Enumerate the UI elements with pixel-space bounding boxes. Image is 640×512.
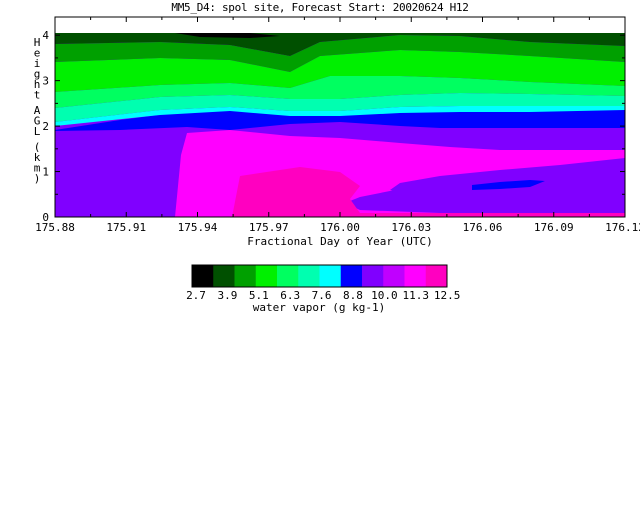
colorbar: 2.7 3.9 5.1 6.3 7.6 8.8 10.0 11.3 12.5 [186,264,461,302]
contour-band-green [55,50,625,92]
x-tick-label: 175.94 [178,221,218,234]
y-label-char: g [34,68,41,81]
y-label-char: m [34,162,41,175]
x-axis: 175.88 175.91 175.94 175.97 176.00 176.03 176.… [35,17,640,234]
x-tick-label: 175.97 [249,221,289,234]
y-tick-label: 1 [42,166,49,179]
y-label-char: h [34,78,41,91]
x-tick-label: 176.00 [320,221,360,234]
y-axis: 0 1 2 3 4 [42,29,625,224]
x-axis-label: Fractional Day of Year (UTC) [247,235,432,248]
x-tick-label: 176.09 [534,221,574,234]
contour-band-blue [55,108,625,131]
colorbar-swatch [213,265,235,287]
colorbar-swatch [277,265,299,287]
colorbar-swatch [404,265,427,287]
y-label-char: ) [34,172,41,185]
y-tick-label: 3 [42,75,49,88]
y-label-char: t [34,89,41,102]
colorbar-swatch [192,265,214,287]
x-tick-label: 176.03 [391,221,431,234]
y-label-char: A [34,104,41,117]
x-tick-label: 176.06 [463,221,503,234]
contour-band-lightgreen [55,76,625,108]
contour-band-blue-pocket [472,180,545,190]
y-label-char: ( [34,141,41,154]
colorbar-swatch [298,265,320,287]
contour-band-aqua [55,93,625,122]
chart-title: MM5_D4: spol site, Forecast Start: 20020… [171,1,469,14]
colorbar-tick-label: 5.1 [249,289,269,302]
y-tick-label: 2 [42,120,49,133]
x-tick-label: 176.12 [605,221,640,234]
y-label-char: i [34,57,41,70]
colorbar-frame [191,264,448,288]
colorbar-swatch [255,265,278,287]
colorbar-tick-label: 8.8 [343,289,363,302]
y-tick-label: 4 [42,29,49,42]
colorbar-tick-label: 6.3 [280,289,300,302]
colorbar-tick-label: 3.9 [217,289,237,302]
contour-band-black [175,33,280,38]
y-tick-label: 0 [42,211,49,224]
colorbar-swatch [425,265,448,287]
colorbar-label: water vapor (g kg-1) [253,301,385,314]
y-label-char: k [34,151,41,164]
y-label-char: H [34,36,41,49]
contour-band-mediumgreen [55,35,625,72]
colorbar-tick-label: 11.3 [403,289,430,302]
contour-field [55,17,625,217]
colorbar-swatch [362,265,384,287]
colorbar-swatch [383,265,405,287]
colorbar-tick-label: 10.0 [371,289,398,302]
colorbar-swatch [319,265,342,287]
colorbar-swatch [234,265,257,287]
x-tick-label: 175.91 [106,221,146,234]
y-label-char: G [34,115,41,128]
contour-band-pink-core [232,167,625,217]
colorbar-tick-label: 12.5 [434,289,461,302]
colorbar-tick-label: 2.7 [186,289,206,302]
y-label-char: L [34,125,41,138]
colorbar-tick-label: 7.6 [312,289,332,302]
contour-band-cyan [55,106,625,126]
x-tick-label: 175.88 [35,221,75,234]
y-label-char: e [34,47,41,60]
colorbar-swatch [340,265,363,287]
